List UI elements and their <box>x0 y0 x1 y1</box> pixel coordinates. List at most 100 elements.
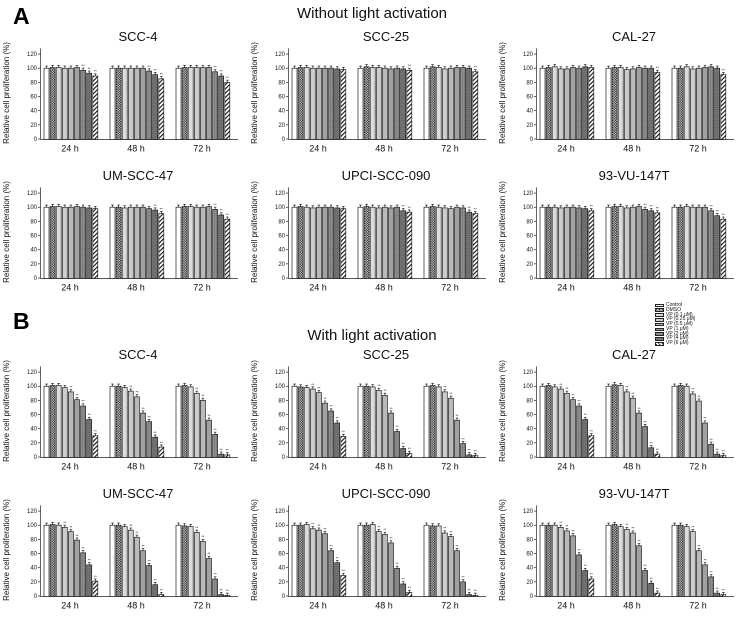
bar <box>61 387 68 458</box>
bar <box>689 206 696 279</box>
significance-mark: ** <box>697 394 701 399</box>
bar <box>297 524 304 597</box>
bar <box>109 524 116 597</box>
bar <box>588 210 595 279</box>
bar <box>328 67 334 140</box>
y-tick-label: 60 <box>30 552 37 558</box>
bar <box>224 82 231 140</box>
y-axis-label: Relative cell proliferation (%) <box>250 360 259 462</box>
y-tick-label: 60 <box>30 413 37 419</box>
significance-mark: ** <box>565 524 569 529</box>
significance-mark: ** <box>88 66 92 71</box>
panel-b-charts: SCC-4 Relative cell proliferation (%) 0 20 4… <box>0 343 744 621</box>
bar <box>140 206 146 279</box>
bar <box>200 400 206 458</box>
y-tick-label: 60 <box>278 413 285 419</box>
significance-mark: ** <box>590 203 594 208</box>
significance-mark: ** <box>455 413 459 418</box>
bar <box>702 67 708 140</box>
significance-mark: ** <box>220 447 224 452</box>
bar <box>55 524 62 597</box>
bar <box>316 392 322 458</box>
y-tick-label: 100 <box>275 205 286 211</box>
bar <box>570 399 576 458</box>
y-tick-label: 40 <box>278 566 285 572</box>
y-axis-label: Relative cell proliferation (%) <box>250 499 259 601</box>
significance-mark: ** <box>207 413 211 418</box>
y-tick-label: 80 <box>278 537 285 543</box>
y-tick-label: 80 <box>526 80 533 86</box>
bar <box>576 405 582 458</box>
y-tick-label: 0 <box>282 455 286 461</box>
bar <box>429 385 436 458</box>
chart-title: SCC-25 <box>363 347 409 362</box>
y-axis-label: Relative cell proliferation (%) <box>2 181 11 283</box>
significance-mark: ** <box>226 212 230 217</box>
legend-item: VP (0.25 μM) <box>655 317 743 322</box>
bar <box>570 535 576 597</box>
x-tick-label: 48 h <box>375 283 393 293</box>
chart-title: UPCI-SCC-090 <box>342 168 431 183</box>
x-tick-label: 72 h <box>193 462 211 472</box>
bar <box>702 564 708 597</box>
bar <box>134 206 140 279</box>
bar <box>576 67 582 140</box>
bar <box>134 396 140 458</box>
bar <box>570 206 576 279</box>
bar <box>460 67 466 140</box>
y-tick-label: 40 <box>30 566 37 572</box>
bar <box>677 385 684 458</box>
y-tick-label: 80 <box>30 80 37 86</box>
y-tick-label: 80 <box>526 398 533 404</box>
bar <box>648 447 655 458</box>
y-tick-label: 40 <box>278 109 285 115</box>
bar <box>406 70 413 140</box>
bar <box>369 67 376 140</box>
bar <box>115 524 122 597</box>
legend-label: VP (6 μM) <box>666 340 689 347</box>
bar <box>363 385 370 458</box>
bar <box>134 536 140 597</box>
bar <box>454 419 460 458</box>
bar <box>309 528 316 597</box>
bar <box>109 385 116 458</box>
bar <box>316 67 322 140</box>
bar <box>334 562 341 597</box>
bar <box>146 565 152 597</box>
significance-mark: ** <box>474 64 478 69</box>
bar <box>617 67 624 140</box>
bar <box>187 386 194 458</box>
significance-mark: ** <box>710 570 714 575</box>
bar <box>708 66 714 140</box>
legend-label: DMSO <box>666 306 681 313</box>
significance-mark: ** <box>468 205 472 210</box>
y-tick-label: 40 <box>30 427 37 433</box>
significance-mark: ** <box>207 551 211 556</box>
significance-mark: ** <box>220 69 224 74</box>
bar <box>689 393 696 458</box>
bar <box>394 431 400 458</box>
bar <box>714 453 721 458</box>
significance-mark: ** <box>82 399 86 404</box>
bar <box>158 213 165 279</box>
bar <box>297 206 304 279</box>
bar <box>328 410 334 458</box>
bar <box>55 385 62 458</box>
y-tick-label: 0 <box>34 594 38 600</box>
bar <box>423 524 430 597</box>
bar <box>642 209 648 279</box>
bar <box>68 531 74 597</box>
significance-mark: ** <box>377 524 381 529</box>
bar <box>400 210 407 279</box>
bar <box>441 68 448 140</box>
bar <box>636 206 642 279</box>
y-tick-label: 60 <box>526 234 533 240</box>
bar <box>394 568 400 597</box>
bar <box>74 67 80 140</box>
bar <box>80 405 86 458</box>
significance-mark: ** <box>342 568 346 573</box>
significance-mark: ** <box>396 424 400 429</box>
bar <box>582 570 589 597</box>
chart-title: SCC-4 <box>118 347 157 362</box>
bar <box>303 206 310 279</box>
